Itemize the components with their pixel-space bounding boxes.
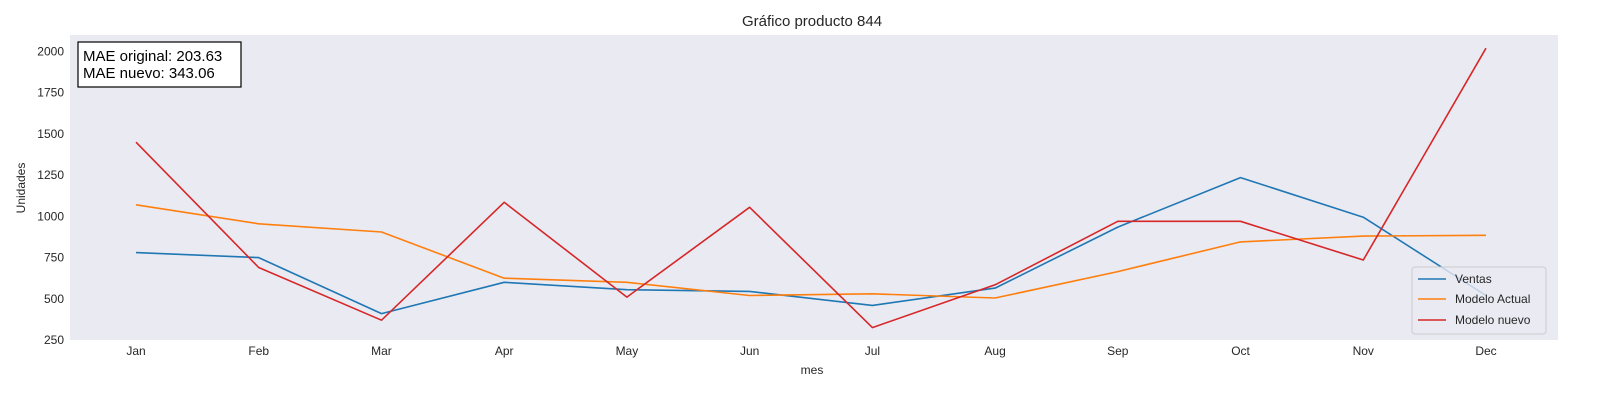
series-line-modelo-actual xyxy=(135,204,1487,299)
svg-text:Ventas: Ventas xyxy=(1455,272,1492,286)
legend-box xyxy=(1411,266,1547,335)
y-tick-label: 1000 xyxy=(37,209,64,223)
y-tick-label: 2000 xyxy=(37,44,64,58)
x-tick-label: Nov xyxy=(1353,344,1374,358)
x-tick-labels: Jan Feb Mar Apr May Jun Jul Aug Sep Oct Nov Dec xyxy=(126,344,1496,358)
legend-entry-ventas: Ventas xyxy=(1418,272,1492,286)
legend-entry-modelo-actual: Modelo Actual xyxy=(1418,292,1530,306)
y-tick-label: 500 xyxy=(44,292,64,306)
y-tick-label: 1250 xyxy=(37,168,64,182)
x-tick-label: Sep xyxy=(1107,344,1129,358)
x-axis-label: mes xyxy=(801,363,824,377)
chart-title: Gráfico producto 844 xyxy=(742,13,882,30)
series-lines xyxy=(135,47,1487,329)
y-tick-label: 250 xyxy=(44,333,64,347)
mae-nuevo-text: MAE nuevo: 343.06 xyxy=(83,65,215,82)
legend-entry-modelo-nuevo: Modelo nuevo xyxy=(1418,313,1531,327)
y-tick-label: 1500 xyxy=(37,127,64,141)
x-tick-label: Apr xyxy=(495,344,514,358)
x-tick-label: Jun xyxy=(740,344,759,358)
legend: Ventas Modelo Actual Modelo nuevo xyxy=(1411,266,1547,335)
x-tick-label: Dec xyxy=(1475,344,1496,358)
y-tick-label: 750 xyxy=(44,251,64,265)
svg-text:Modelo nuevo: Modelo nuevo xyxy=(1455,313,1531,327)
y-tick-label: 1750 xyxy=(37,86,64,100)
series-line-ventas xyxy=(135,176,1487,315)
x-tick-label: Aug xyxy=(984,344,1005,358)
y-axis-label: Unidades xyxy=(14,163,28,214)
series-line-modelo-nuevo xyxy=(135,47,1487,329)
x-tick-label: Oct xyxy=(1231,344,1250,358)
mae-annotation-box: MAE original: 203.63 MAE nuevo: 343.06 xyxy=(77,41,242,88)
x-tick-label: Feb xyxy=(248,344,269,358)
x-tick-label: Jul xyxy=(865,344,880,358)
y-tick-labels: 250 500 750 1000 1250 1500 1750 2000 xyxy=(37,44,64,347)
x-tick-label: Jan xyxy=(126,344,145,358)
plot-area xyxy=(70,35,1558,340)
x-tick-label: Mar xyxy=(371,344,392,358)
svg-text:Modelo Actual: Modelo Actual xyxy=(1455,292,1530,306)
x-tick-label: May xyxy=(616,344,639,358)
mae-original-text: MAE original: 203.63 xyxy=(83,48,222,65)
